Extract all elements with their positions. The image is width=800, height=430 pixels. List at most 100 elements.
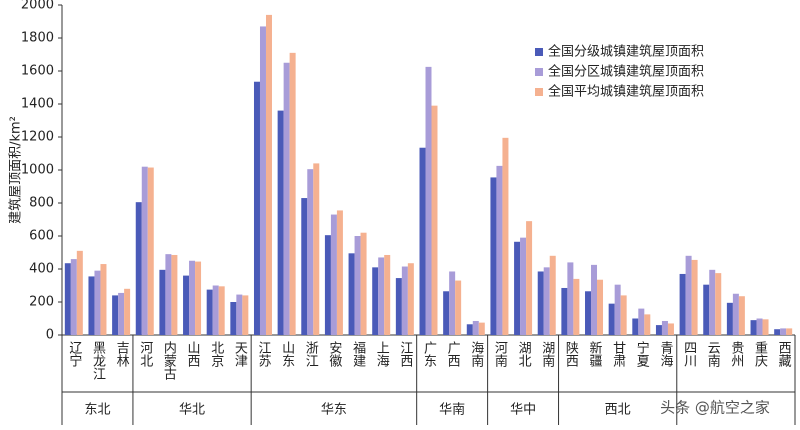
bar [431,105,438,336]
bar [537,271,544,335]
bar [378,257,385,335]
bar [265,14,272,336]
bar [490,177,497,335]
bar [520,237,527,335]
bar [632,318,639,335]
x-tick-label: 湖南 [539,341,555,367]
bar [685,255,692,335]
bar [112,295,119,335]
bar [124,288,131,335]
bar [88,276,95,335]
bar [230,302,237,335]
legend-label: 全国分级城镇建筑屋顶面积 [548,44,704,60]
bar [277,110,284,335]
legend-label: 全国平均城镇建筑屋顶面积 [548,84,704,100]
bar [514,241,521,335]
bar [526,221,533,335]
x-tick-label: 广东 [421,341,437,367]
x-tick-label: 上海 [374,341,390,367]
bar [236,294,243,335]
bar [750,320,757,335]
y-tick-label: 0 [46,328,54,343]
bar [372,267,379,335]
x-tick-label: 西藏 [776,341,792,367]
bar [259,26,266,335]
bar [786,328,793,335]
bar [715,273,722,335]
bar [738,296,745,335]
watermark: 头条 @航空之家 [660,399,770,417]
y-tick-label: 1600 [21,64,54,79]
bar [774,329,781,335]
bar [638,308,645,335]
x-tick-label: 山西 [185,341,201,367]
y-tick-label: 600 [29,229,54,244]
legend-swatch [535,48,543,56]
bar [732,293,739,335]
bar [212,285,219,335]
bar [70,259,77,335]
bar [253,81,260,335]
x-tick-label: 辽宁 [66,341,82,367]
bar [360,232,367,335]
x-tick-label: 四川 [681,341,697,367]
bar [703,284,710,335]
bar [301,198,308,335]
bar [419,147,426,335]
bar [289,52,296,335]
bar [496,165,503,335]
bar [679,273,686,335]
bar [242,295,249,335]
bar [183,275,190,335]
y-tick-label: 1400 [21,97,54,112]
x-tick-label: 青海 [657,341,673,367]
bar [171,254,178,335]
bar [726,302,733,335]
bar [762,319,769,335]
bar [189,260,196,335]
bar [425,66,432,335]
bar [336,210,343,335]
bar [502,137,509,335]
x-tick-label: 天津 [232,341,248,367]
legend-label: 全国分区城镇建筑屋顶面积 [548,64,704,80]
bar [100,264,107,335]
x-tick-label: 甘肃 [610,341,626,367]
bar [64,263,71,335]
x-tick-label: 广西 [445,341,461,367]
bar [195,261,202,335]
group-label: 东北 [84,403,110,418]
y-tick-label: 1800 [21,31,54,46]
y-tick-label: 1000 [21,163,54,178]
y-tick-label: 200 [29,295,54,310]
x-tick-label: 新疆 [587,340,603,367]
x-tick-label: 吉林 [114,341,130,367]
bar [313,163,320,335]
bar [709,269,716,335]
bar [443,291,450,335]
y-axis-label: 建筑屋顶面积/km² [8,116,24,224]
bar [307,169,314,335]
bar [94,270,101,335]
x-tick-label: 内蒙古 [161,340,177,380]
bar [620,295,627,335]
bar [165,254,172,335]
x-tick-label: 湖北 [516,341,532,368]
bar [449,271,456,335]
bar [585,291,592,335]
bar [573,278,580,335]
x-tick-label: 贵州 [728,341,744,367]
bar [206,289,213,335]
bar [478,322,485,335]
x-tick-label: 海南 [468,341,484,367]
bar [135,202,142,335]
group-label: 华北 [179,403,205,418]
bar [407,263,414,335]
x-tick-label: 黑龙江 [90,341,106,380]
group-label: 华中 [510,403,536,418]
x-tick-label: 安徽 [326,341,342,367]
bar [608,303,615,335]
x-tick-label: 江西 [397,341,413,367]
bar [667,323,674,335]
